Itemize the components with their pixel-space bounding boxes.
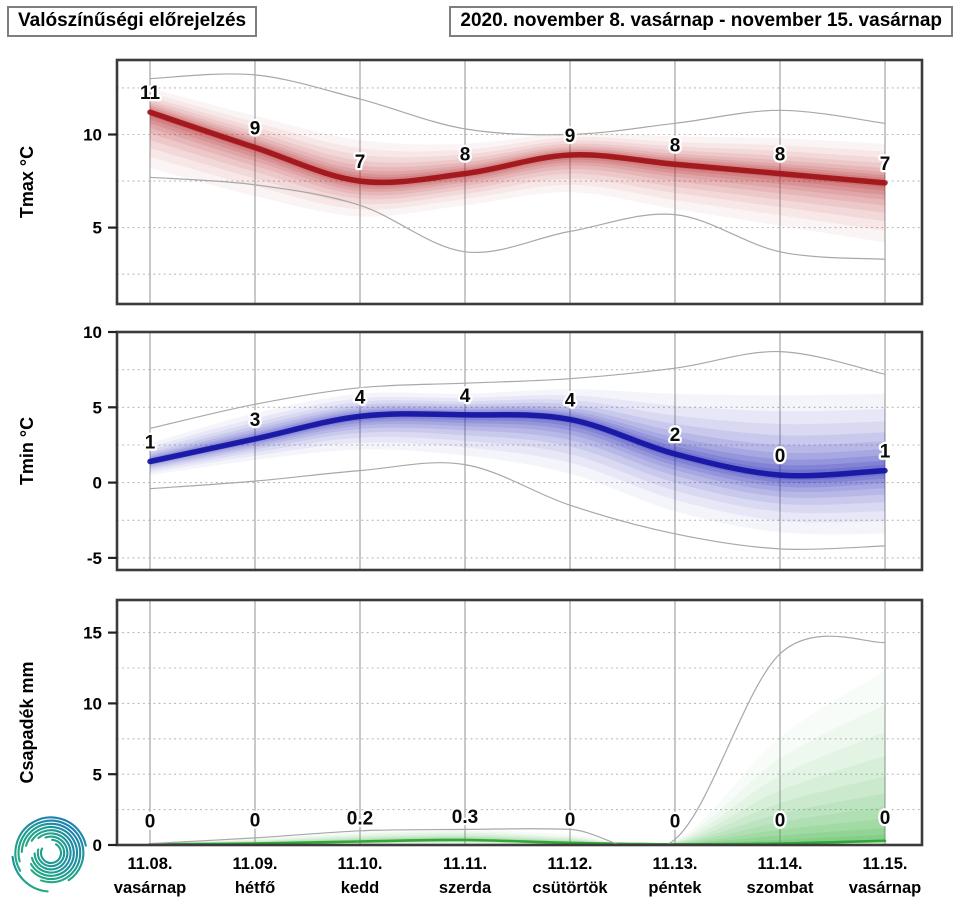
fan-band [150, 755, 885, 845]
value-label: 8 [460, 145, 471, 166]
value-label: 4 [460, 386, 471, 407]
y-tick-label: 10 [83, 695, 102, 714]
value-label: 2 [670, 425, 681, 446]
value-label: 1 [145, 433, 156, 454]
omsz-spiral-logo [11, 813, 91, 893]
y-tick-label: 15 [83, 624, 102, 643]
y-tick-label: 0 [93, 474, 102, 493]
x-label-dayname: csütörtök [532, 879, 608, 897]
value-label: 8 [670, 135, 681, 156]
value-label: 9 [565, 126, 576, 147]
chart-title: Valószínűségi előrejelzés [18, 10, 247, 31]
value-label: 0 [880, 808, 891, 829]
fan-band [150, 399, 885, 514]
value-label: 0 [145, 811, 156, 832]
y-tick-label: 10 [83, 323, 102, 342]
fan-band [150, 409, 885, 488]
value-label: 0 [775, 811, 786, 832]
fan-band [150, 793, 885, 845]
value-label: 0.2 [347, 809, 373, 830]
spiral-arcs [11, 813, 91, 893]
plot-csapadék: 0 5 10 15 Csapadék mm 0 0 0.2 0.3 0 0 0 0 [17, 598, 924, 855]
x-label-dayname: szombat [747, 879, 814, 897]
fan-band [150, 96, 885, 222]
x-axis-labels: 11.08. vasárnap 11.09. hétfő 11.10. kedd 11.11… [114, 855, 921, 897]
median-line [147, 411, 888, 479]
x-label-date: 11.15. [863, 855, 908, 873]
median-line [147, 109, 888, 186]
value-label: 7 [880, 154, 891, 175]
value-label: 1 [880, 442, 891, 463]
value-label: 7 [355, 152, 366, 173]
fan-band [150, 411, 885, 484]
x-label-dayname: szerda [439, 879, 492, 897]
plot-tmax: 5 10 Tmax °C 11 9 7 8 9 8 8 7 [17, 58, 924, 306]
chart-title-badge: Valószínűségi előrejelzés [7, 6, 258, 37]
value-label: 3 [250, 410, 261, 431]
date-range-badge: 2020. november 8. vasárnap - november 15… [449, 6, 953, 37]
fan-band [150, 704, 885, 845]
envelope-upper [149, 635, 886, 845]
x-label-dayname: vasárnap [114, 879, 186, 897]
x-label-date: 11.11. [443, 855, 487, 873]
fan-band [150, 109, 885, 191]
value-label: 4 [565, 390, 576, 411]
value-label: 0 [250, 811, 261, 832]
x-label-dayname: kedd [341, 879, 380, 897]
y-tick-label: -5 [87, 549, 102, 568]
y-axis-title: Tmin °C [17, 417, 37, 485]
envelope-lower [149, 176, 886, 260]
value-label: 4 [355, 387, 366, 408]
envelope-upper [149, 350, 886, 429]
probability-fan [147, 87, 888, 243]
x-label-date: 11.13. [653, 855, 698, 873]
probability-fan [148, 704, 887, 845]
value-label: 0 [775, 446, 786, 467]
plot-frame [115, 58, 924, 306]
x-label-date: 11.12. [548, 855, 593, 873]
x-label-date: 11.08. [128, 855, 173, 873]
fan-band [150, 402, 885, 505]
fan-band [150, 103, 885, 206]
x-label-date: 11.09. [233, 855, 278, 873]
value-label: 11 [140, 83, 161, 104]
x-label-date: 11.10. [338, 855, 383, 873]
fan-band [150, 806, 885, 845]
y-tick-label: 5 [93, 219, 102, 238]
plot-frame [115, 598, 924, 847]
x-label-dayname: vasárnap [849, 879, 921, 897]
x-label-dayname: hétfő [235, 879, 275, 897]
fan-band [150, 395, 885, 523]
plot-frame [115, 330, 924, 572]
fan-band [150, 407, 885, 493]
x-label-date: 11.14. [758, 855, 803, 873]
fan-band [150, 100, 885, 213]
y-tick-label: 0 [93, 836, 102, 855]
value-label: 0.3 [452, 807, 478, 828]
fan-band [150, 776, 885, 845]
fan-band [150, 405, 885, 498]
y-axis-title: Csapadék mm [17, 661, 37, 783]
envelope-lower [149, 462, 886, 551]
value-label: 8 [775, 145, 786, 166]
fan-band [150, 732, 885, 845]
envelope-upper [149, 73, 886, 136]
date-range: 2020. november 8. vasárnap - november 15… [460, 10, 942, 31]
x-label-dayname: péntek [648, 879, 702, 897]
y-tick-label: 10 [83, 126, 102, 145]
y-tick-label: 5 [93, 765, 102, 784]
y-axis-title: Tmax °C [17, 146, 37, 218]
plot-tmin: -5 0 5 10 Tmin °C 1 3 4 4 4 2 0 1 [17, 323, 924, 572]
value-label: 9 [250, 119, 261, 140]
y-tick-label: 5 [93, 398, 102, 417]
probability-fan [147, 389, 888, 535]
fan-band [150, 389, 885, 535]
value-label: 0 [670, 811, 681, 832]
value-label: 0 [565, 810, 576, 831]
